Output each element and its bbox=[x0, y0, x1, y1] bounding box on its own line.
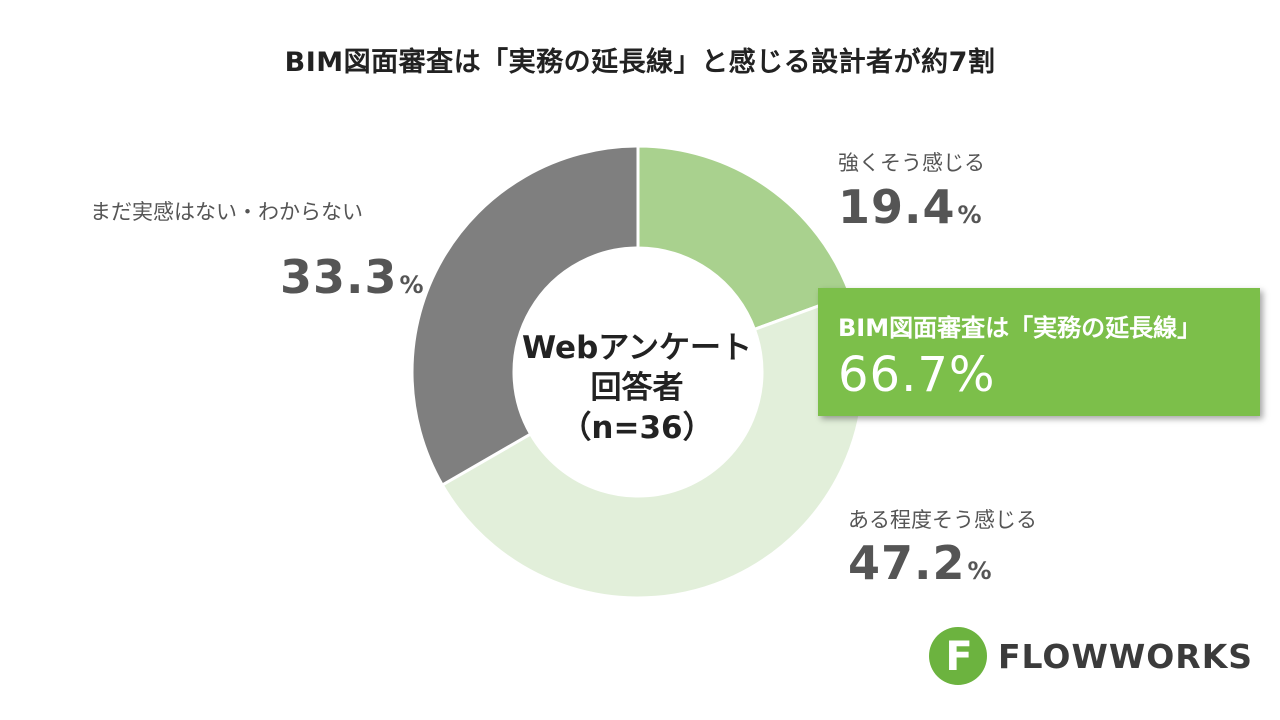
donut-slice-not-yet bbox=[410, 144, 640, 488]
chart-title: BIM図面審査は「実務の延長線」と感じる設計者が約7割 bbox=[284, 47, 996, 78]
center-label-line-1: Webアンケート bbox=[521, 330, 753, 366]
center-label-line-3: （n=36） bbox=[560, 410, 714, 446]
value-number: 19.4 bbox=[838, 180, 956, 234]
value-number: 33.3 bbox=[280, 250, 398, 304]
donut-slice-strongly-agree bbox=[636, 144, 853, 332]
flowworks-logo-text: FLOWWORKS bbox=[998, 636, 1254, 676]
value-unit: % bbox=[967, 557, 993, 585]
summary-callout: BIM図面審査は「実務の延長線」 66.7% bbox=[818, 288, 1260, 416]
svg-text:F: F bbox=[945, 634, 972, 680]
callout-value: 66.7% bbox=[838, 347, 996, 403]
value-number: 47.2 bbox=[848, 536, 966, 590]
value-unit: % bbox=[399, 271, 425, 299]
value-unit: % bbox=[957, 201, 983, 229]
segment-value-not-yet: 33.3% bbox=[280, 250, 425, 304]
segment-label-somewhat-agree: ある程度そう感じる bbox=[848, 508, 1037, 532]
segment-label-not-yet: まだ実感はない・わからない bbox=[90, 200, 363, 224]
segment-label-strongly-agree: 強くそう感じる bbox=[838, 151, 985, 175]
segment-value-strongly-agree: 19.4% bbox=[838, 180, 983, 234]
center-label-line-2: 回答者 bbox=[590, 370, 684, 406]
donut-slice-somewhat-agree bbox=[440, 292, 866, 600]
callout-label: BIM図面審査は「実務の延長線」 bbox=[838, 314, 1202, 342]
flowworks-logo: F FLOWWORKS bbox=[928, 626, 1253, 686]
donut-center-label: Webアンケート 回答者 （n=36） bbox=[502, 328, 772, 448]
segment-value-somewhat-agree: 47.2% bbox=[848, 536, 993, 590]
flowworks-logo-mark: F bbox=[929, 627, 987, 685]
